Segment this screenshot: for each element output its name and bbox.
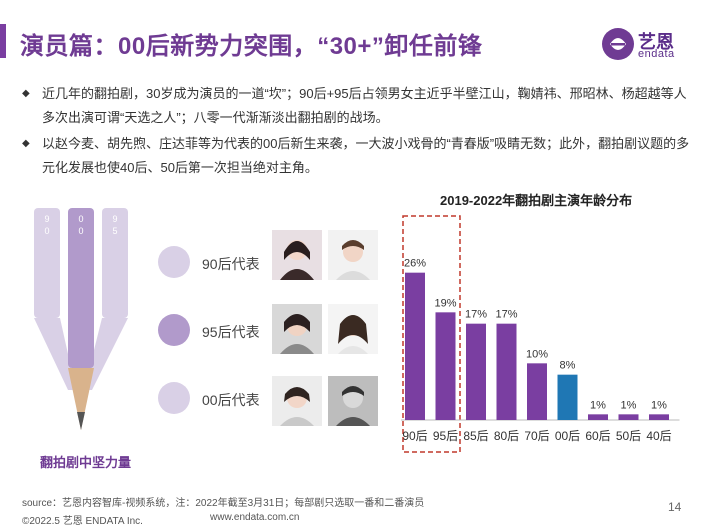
copyright: ©2022.5 艺恩 ENDATA Inc. — [22, 516, 143, 527]
pencil-label-00b: 0 — [78, 226, 83, 236]
tick-label-50后: 50后 — [616, 429, 641, 443]
data-label-90后: 26% — [404, 258, 426, 270]
actor-photo-95-1 — [272, 304, 322, 354]
tier-row-95 — [158, 314, 190, 346]
data-label-00后: 8% — [560, 360, 576, 372]
data-label-50后: 1% — [621, 399, 637, 411]
bullet-item-1: ◆ 近几年的翻拍剧，30岁成为演员的一道“坎”；90后+95后占领男女主近乎半壁… — [22, 82, 702, 130]
tick-label-80后: 80后 — [494, 429, 519, 443]
website-url: www.endata.com.cn — [210, 512, 300, 523]
tier-circle — [158, 246, 190, 278]
bar-85后 — [466, 323, 486, 420]
tier-label-95: 95后代表 — [202, 324, 260, 340]
pencil-label-90a: 9 — [44, 214, 49, 224]
bar-50后 — [618, 414, 639, 420]
tier-circle — [158, 382, 190, 414]
tick-label-85后: 85后 — [463, 429, 488, 443]
data-label-60后: 1% — [590, 399, 606, 411]
bar-40后 — [649, 414, 669, 420]
tier-label-00: 00后代表 — [202, 392, 260, 408]
tier-row-90 — [158, 246, 190, 278]
highlight-box — [402, 215, 461, 453]
logo-text: 艺恩 — [638, 32, 674, 52]
tier-label-90: 90后代表 — [202, 256, 260, 272]
tick-label-40后: 40后 — [646, 429, 671, 443]
bar-00后 — [557, 374, 578, 420]
logo-icon — [602, 28, 634, 60]
data-label-70后: 10% — [526, 348, 548, 360]
tier-circle — [158, 314, 190, 346]
diamond-bullet-icon: ◆ — [22, 88, 30, 99]
logo-subtext: endata — [638, 48, 675, 60]
page-number: 14 — [668, 500, 682, 514]
bullet-text: 近几年的翻拍剧，30岁成为演员的一道“坎”；90后+95后占领男女主近乎半壁江山… — [42, 86, 687, 125]
actor-photo-90-1 — [272, 230, 322, 280]
pencil-label-95b: 5 — [112, 226, 117, 236]
source-note: source：艺恩内容智库-视频系统，注：2022年截至3月31日；每部剧只选取… — [22, 498, 425, 509]
pencil-caption: 翻拍剧中坚力量 — [40, 455, 132, 470]
data-label-80后: 17% — [495, 309, 517, 321]
data-label-85后: 17% — [465, 309, 487, 321]
pencil-90 — [34, 208, 76, 390]
tick-label-70后: 70后 — [524, 429, 549, 443]
pencil-graphic: 9 0 0 0 9 5 — [34, 208, 128, 430]
bullet-text: 以赵今麦、胡先煦、庄达菲等为代表的00后新生来袭，一大波小戏骨的“青春版”吸睛无… — [42, 136, 690, 175]
bullet-item-2: ◆ 以赵今麦、胡先煦、庄达菲等为代表的00后新生来袭，一大波小戏骨的“青春版”吸… — [22, 132, 702, 180]
tick-label-95后: 95后 — [433, 429, 458, 443]
bar-80后 — [496, 323, 517, 420]
bar-90后 — [405, 272, 425, 420]
pencil-95 — [84, 208, 128, 390]
data-label-40后: 1% — [651, 399, 667, 411]
chart-title: 2019-2022年翻拍剧主演年龄分布 — [440, 193, 633, 208]
bar-60后 — [588, 414, 608, 420]
pencil-label-00a: 0 — [78, 214, 83, 224]
bar-70后 — [527, 363, 547, 420]
tick-label-90后: 90后 — [402, 429, 427, 443]
actor-photo-90-2 — [328, 230, 378, 280]
pencil-label-90b: 0 — [44, 226, 49, 236]
title-accent-bar — [0, 24, 6, 58]
page-title: 演员篇：00后新势力突围，“30+”卸任前锋 — [20, 33, 483, 60]
tier-row-00 — [158, 382, 190, 414]
actor-photo-95-2 — [328, 304, 378, 354]
pencil-label-95a: 9 — [112, 214, 117, 224]
bar-95后 — [435, 312, 456, 420]
brand-logo: 艺恩 endata — [600, 24, 692, 64]
age-distribution-bar-chart: 26% 90后 19% 95后 17% 85后 17% 80后 10% 70后 8% 00后 1% 60后… — [401, 215, 680, 453]
data-label-95后: 19% — [434, 297, 456, 309]
tick-label-00后: 00后 — [555, 429, 580, 443]
diamond-bullet-icon: ◆ — [22, 138, 30, 149]
actor-photo-00-2 — [328, 376, 378, 426]
tick-label-60后: 60后 — [585, 429, 610, 443]
actor-photo-00-1 — [272, 376, 322, 426]
pencil-00 — [68, 208, 94, 430]
